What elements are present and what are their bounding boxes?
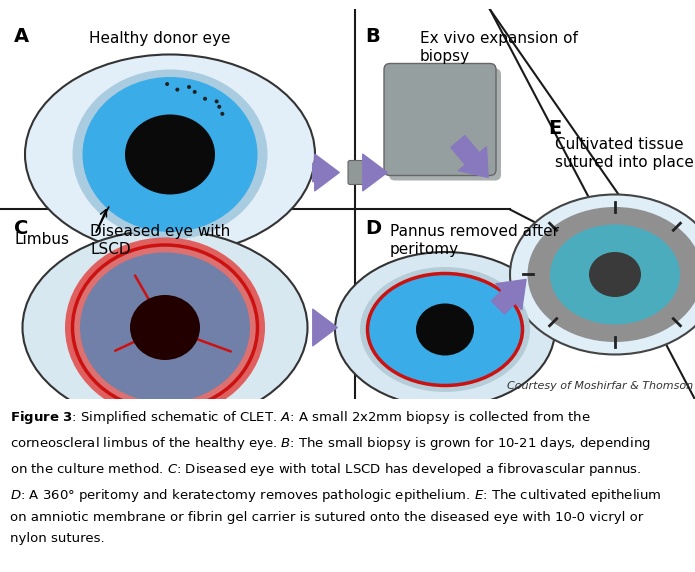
Text: C: C [14,220,28,239]
Ellipse shape [22,230,307,425]
Ellipse shape [335,252,555,407]
Ellipse shape [193,90,197,94]
Text: Courtesy of Moshirfar & Thomson: Courtesy of Moshirfar & Thomson [507,382,693,391]
Ellipse shape [416,304,474,355]
Text: Limbus: Limbus [15,232,70,247]
Ellipse shape [220,112,224,116]
Text: Pannus removed after
peritomy: Pannus removed after peritomy [390,224,559,257]
FancyBboxPatch shape [348,161,372,185]
Ellipse shape [510,194,695,355]
Ellipse shape [25,54,315,255]
Ellipse shape [589,252,641,297]
Ellipse shape [203,97,207,101]
Ellipse shape [187,85,191,89]
Ellipse shape [528,207,695,342]
Ellipse shape [215,100,219,104]
Text: Ex vivo expansion of
biopsy: Ex vivo expansion of biopsy [420,31,578,64]
FancyBboxPatch shape [389,69,501,181]
Ellipse shape [80,252,250,403]
Ellipse shape [550,224,680,324]
Ellipse shape [72,245,258,410]
Ellipse shape [83,77,258,232]
Ellipse shape [130,295,200,360]
Ellipse shape [72,69,268,240]
FancyBboxPatch shape [384,63,496,176]
Text: A: A [14,27,29,46]
Text: B: B [365,27,379,46]
Ellipse shape [65,237,265,418]
Text: $\mathbf{Figure\ 3}$: Simplified schematic of CLET. $\it{A}$: A small 2x2mm biop: $\mathbf{Figure\ 3}$: Simplified schemat… [10,409,662,545]
Ellipse shape [360,267,530,392]
Text: E: E [548,120,562,138]
Ellipse shape [175,88,179,92]
Text: Healthy donor eye: Healthy donor eye [89,31,231,46]
Ellipse shape [165,82,169,86]
Ellipse shape [125,114,215,194]
Ellipse shape [368,273,523,386]
Text: D: D [365,220,381,239]
Text: Cultivated tissue
sutured into place: Cultivated tissue sutured into place [555,137,694,170]
Ellipse shape [218,105,221,109]
Text: Diseased eye with
LSCD: Diseased eye with LSCD [90,224,230,257]
